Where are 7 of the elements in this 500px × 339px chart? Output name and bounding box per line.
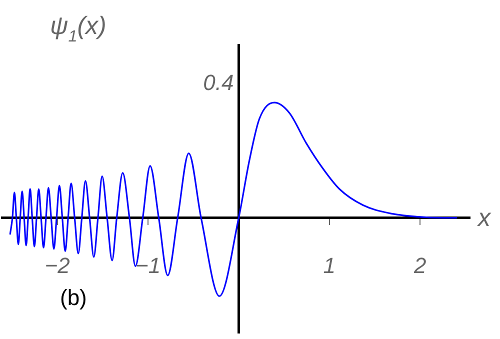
x-tick-label: 2	[412, 253, 426, 278]
annotation: (b)	[60, 285, 87, 310]
x-tick-label: −2	[44, 253, 70, 278]
text: 0.4	[203, 70, 234, 95]
x-tick-label: 1	[323, 253, 336, 278]
x-axis-title: x	[477, 204, 492, 232]
x-tick-label: −1	[135, 253, 161, 278]
